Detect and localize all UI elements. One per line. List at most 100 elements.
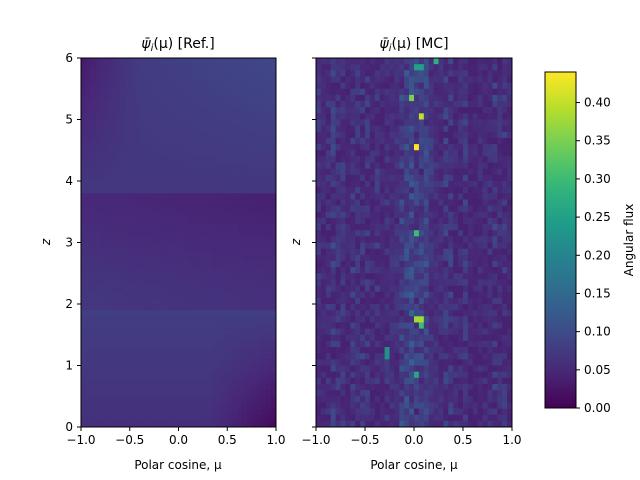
ref-heat-cell	[193, 181, 198, 188]
ref-heat-cell	[247, 390, 252, 397]
ref-heat-cell	[86, 249, 91, 256]
mc-heat-cell	[458, 255, 463, 262]
ref-heat-cell	[266, 366, 271, 373]
mc-heat-cell	[390, 101, 395, 108]
mc-heat-cell	[321, 70, 326, 77]
mc-heat-cell	[399, 243, 404, 250]
mc-heat-cell	[443, 199, 448, 206]
mc-heat-cell	[394, 150, 399, 157]
ref-heat-cell	[252, 132, 257, 139]
ref-heat-cell	[154, 76, 159, 83]
mc-heat-cell	[448, 144, 453, 151]
mc-heat-cell	[424, 243, 429, 250]
ref-heat-cell	[208, 249, 213, 256]
ref-heat-cell	[159, 144, 164, 151]
mc-heat-cell	[404, 126, 409, 133]
ref-heat-cell	[115, 76, 120, 83]
ref-heat-cell	[237, 144, 242, 151]
mc-heat-cell	[473, 298, 478, 305]
ref-heat-cell	[266, 64, 271, 71]
mc-heat-cell	[478, 95, 483, 102]
ref-heat-cell	[222, 396, 227, 403]
mc-heat-cell	[443, 409, 448, 416]
mc-heat-cell	[355, 359, 360, 366]
mc-heat-cell	[316, 415, 321, 422]
ref-heat-cell	[266, 156, 271, 163]
mc-heat-cell	[473, 421, 478, 428]
mc-heat-cell	[399, 378, 404, 385]
ref-heat-cell	[203, 113, 208, 120]
ref-heat-cell	[144, 181, 149, 188]
ref-heat-cell	[179, 64, 184, 71]
ref-heat-cell	[213, 353, 218, 360]
ref-heat-cell	[188, 279, 193, 286]
ref-heat-cell	[86, 243, 91, 250]
mc-heat-cell	[336, 335, 341, 342]
ref-heat-cell	[232, 150, 237, 157]
ref-heat-cell	[252, 279, 257, 286]
mc-heat-cell	[394, 329, 399, 336]
mc-heat-cell	[483, 335, 488, 342]
mc-heat-cell	[409, 316, 414, 323]
ref-heat-cell	[174, 335, 179, 342]
mc-heat-cell	[341, 298, 346, 305]
ref-heat-cell	[266, 390, 271, 397]
mc-heat-cell	[443, 421, 448, 428]
ref-heat-cell	[261, 156, 266, 163]
mc-heat-cell	[316, 329, 321, 336]
ref-heat-cell	[208, 156, 213, 163]
mc-heat-cell	[355, 292, 360, 299]
mc-heat-cell	[439, 175, 444, 182]
mc-heat-cell	[478, 132, 483, 139]
mc-heat-cell	[414, 243, 419, 250]
mc-heat-cell	[468, 304, 473, 311]
ref-heat-cell	[164, 384, 169, 391]
ref-heat-cell	[261, 76, 266, 83]
mc-heat-cell	[365, 341, 370, 348]
ref-heat-cell	[261, 193, 266, 200]
mc-heat-cell	[409, 372, 414, 379]
ref-heat-cell	[174, 224, 179, 231]
ref-heat-cell	[237, 292, 242, 299]
ref-xlabel: Polar cosine, μ	[134, 458, 222, 472]
ref-heat-cell	[135, 335, 140, 342]
mc-heat-cell	[458, 126, 463, 133]
mc-heat-cell	[385, 286, 390, 293]
mc-heat-cell	[429, 132, 434, 139]
ref-heat-cell	[86, 89, 91, 96]
ref-heat-cell	[169, 224, 174, 231]
mc-heat-cell	[492, 175, 497, 182]
ref-heat-cell	[125, 286, 130, 293]
mc-heat-cell	[341, 76, 346, 83]
ref-heat-cell	[140, 310, 145, 317]
mc-heat-cell	[483, 163, 488, 170]
mc-heat-cell	[424, 156, 429, 163]
ref-heat-cell	[101, 286, 106, 293]
ref-heat-cell	[125, 224, 130, 231]
ref-heat-cell	[213, 409, 218, 416]
ref-heat-cell	[198, 353, 203, 360]
mc-heat-cell	[336, 144, 341, 151]
ref-heat-cell	[149, 243, 154, 250]
ref-heat-cell	[237, 120, 242, 127]
ref-heat-cell	[213, 138, 218, 145]
ref-heat-cell	[257, 230, 262, 237]
mc-heat-cell	[350, 193, 355, 200]
mc-heat-cell	[478, 89, 483, 96]
ref-heat-cell	[213, 335, 218, 342]
mc-heat-cell	[419, 243, 424, 250]
ref-heat-cell	[242, 304, 247, 311]
ref-heat-cell	[261, 384, 266, 391]
ref-heat-cell	[159, 107, 164, 114]
mc-heat-cell	[321, 396, 326, 403]
ref-heat-cell	[120, 335, 125, 342]
ref-heat-cell	[188, 243, 193, 250]
mc-heat-cell	[424, 402, 429, 409]
mc-heat-cell	[341, 359, 346, 366]
ref-heat-cell	[140, 230, 145, 237]
mc-heat-cell	[419, 329, 424, 336]
ref-heat-cell	[154, 83, 159, 90]
mc-heat-cell	[448, 384, 453, 391]
mc-heat-cell	[414, 107, 419, 114]
ref-heat-cell	[110, 335, 115, 342]
